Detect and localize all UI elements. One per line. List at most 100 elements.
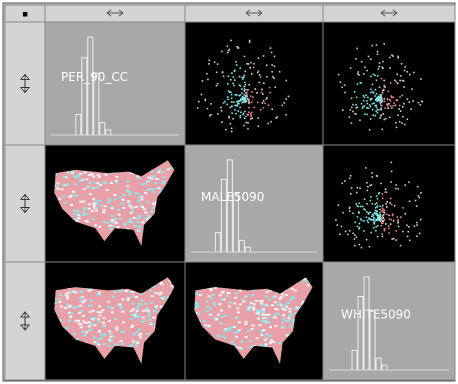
scatter-dot <box>263 55 265 57</box>
scatter-dot <box>231 94 233 96</box>
scatter-cell[interactable] <box>185 22 323 145</box>
scatter-dot <box>351 122 353 124</box>
county-dot <box>147 315 150 317</box>
county-dot <box>85 220 88 222</box>
scatter-dot <box>235 94 237 96</box>
county-dot <box>135 296 138 298</box>
scatter-dot <box>242 78 244 80</box>
county-dot <box>57 182 60 184</box>
county-dot <box>72 191 75 193</box>
scatter-dot <box>244 111 246 113</box>
county-dot <box>108 225 111 227</box>
scatter-dot <box>389 67 391 69</box>
county-dot <box>219 294 222 296</box>
county-dot <box>75 320 78 322</box>
scatter-dot <box>233 101 235 103</box>
county-dot <box>205 301 208 303</box>
county-dot <box>265 333 268 335</box>
histogram-cell[interactable]: PER_90_CC <box>45 22 185 145</box>
county-dot <box>229 301 232 303</box>
map-cell[interactable] <box>185 262 323 380</box>
scatter-dot <box>373 227 375 229</box>
scatter-dot <box>409 240 411 242</box>
scatter-dot <box>269 92 271 94</box>
county-dot <box>79 201 82 203</box>
scatter-dot <box>388 215 390 217</box>
scatter-dot <box>370 200 372 202</box>
scatter-dot <box>366 211 368 213</box>
county-dot <box>212 294 215 296</box>
scatter-dot <box>397 56 399 58</box>
histogram-cell[interactable]: MALE5090 <box>185 145 323 262</box>
county-dot <box>97 182 100 184</box>
scatter-dot <box>418 197 420 199</box>
scatter-dot <box>271 52 273 54</box>
scatter-dot <box>356 192 358 194</box>
county-dot <box>144 212 147 214</box>
county-dot <box>210 289 213 291</box>
county-dot <box>124 224 127 226</box>
scatter-dot <box>234 79 236 81</box>
scatter-cell[interactable] <box>323 22 455 145</box>
county-dot <box>235 292 238 294</box>
scatter-dot <box>400 216 402 218</box>
county-dot <box>274 301 277 303</box>
scatter-dot <box>407 231 409 233</box>
county-dot <box>136 217 139 219</box>
scatter-dot <box>369 129 371 131</box>
scatter-dot <box>341 87 343 89</box>
county-dot <box>80 326 83 328</box>
county-dot <box>287 302 290 304</box>
county-dot <box>160 292 163 294</box>
county-dot <box>213 304 216 306</box>
county-dot <box>95 203 98 205</box>
scatter-dot <box>288 96 290 98</box>
scatter-dot <box>271 71 273 73</box>
county-dot <box>210 297 213 299</box>
county-dot <box>118 214 121 216</box>
scatter-cell[interactable] <box>323 145 455 262</box>
scatter-dot <box>367 222 369 224</box>
county-dot <box>147 215 150 217</box>
scatter-dot <box>375 89 377 91</box>
histogram-cell[interactable]: WHITE5090 <box>323 262 455 380</box>
map-cell[interactable] <box>45 262 185 380</box>
county-dot <box>98 331 101 333</box>
scatter-dot <box>390 95 392 97</box>
county-dot <box>253 303 256 305</box>
scatter-dot <box>376 195 378 197</box>
scatter-dot <box>249 41 251 43</box>
scatter-dot <box>249 40 251 42</box>
county-dot <box>83 211 86 213</box>
county-dot <box>130 326 133 328</box>
county-dot <box>85 331 88 333</box>
scatter-dot <box>351 97 353 99</box>
county-dot <box>160 306 163 308</box>
scatter-dot <box>266 97 268 99</box>
map-cell[interactable] <box>45 145 185 262</box>
county-dot <box>90 187 93 189</box>
county-dot <box>92 310 95 312</box>
scatter-dot <box>367 220 369 222</box>
county-dot <box>256 311 259 313</box>
scatter-dot <box>397 216 399 218</box>
county-dot <box>84 334 87 336</box>
scatter-dot <box>363 220 365 222</box>
scatter-dot <box>227 52 229 54</box>
scatter-dot <box>366 203 368 205</box>
scatter-dot <box>252 96 254 98</box>
county-dot <box>93 204 96 206</box>
county-dot <box>110 228 113 230</box>
scatter-dot <box>220 107 222 109</box>
scatter-dot <box>349 208 351 210</box>
scatter-dot <box>248 111 250 113</box>
scatter-dot <box>230 79 232 81</box>
county-dot <box>111 225 114 227</box>
county-dot <box>144 183 147 185</box>
scatter-dot <box>224 101 226 103</box>
county-dot <box>111 219 114 221</box>
county-dot <box>114 318 117 320</box>
county-dot <box>108 339 111 341</box>
scatter-dot <box>231 72 233 74</box>
scatter-dot <box>244 75 246 77</box>
